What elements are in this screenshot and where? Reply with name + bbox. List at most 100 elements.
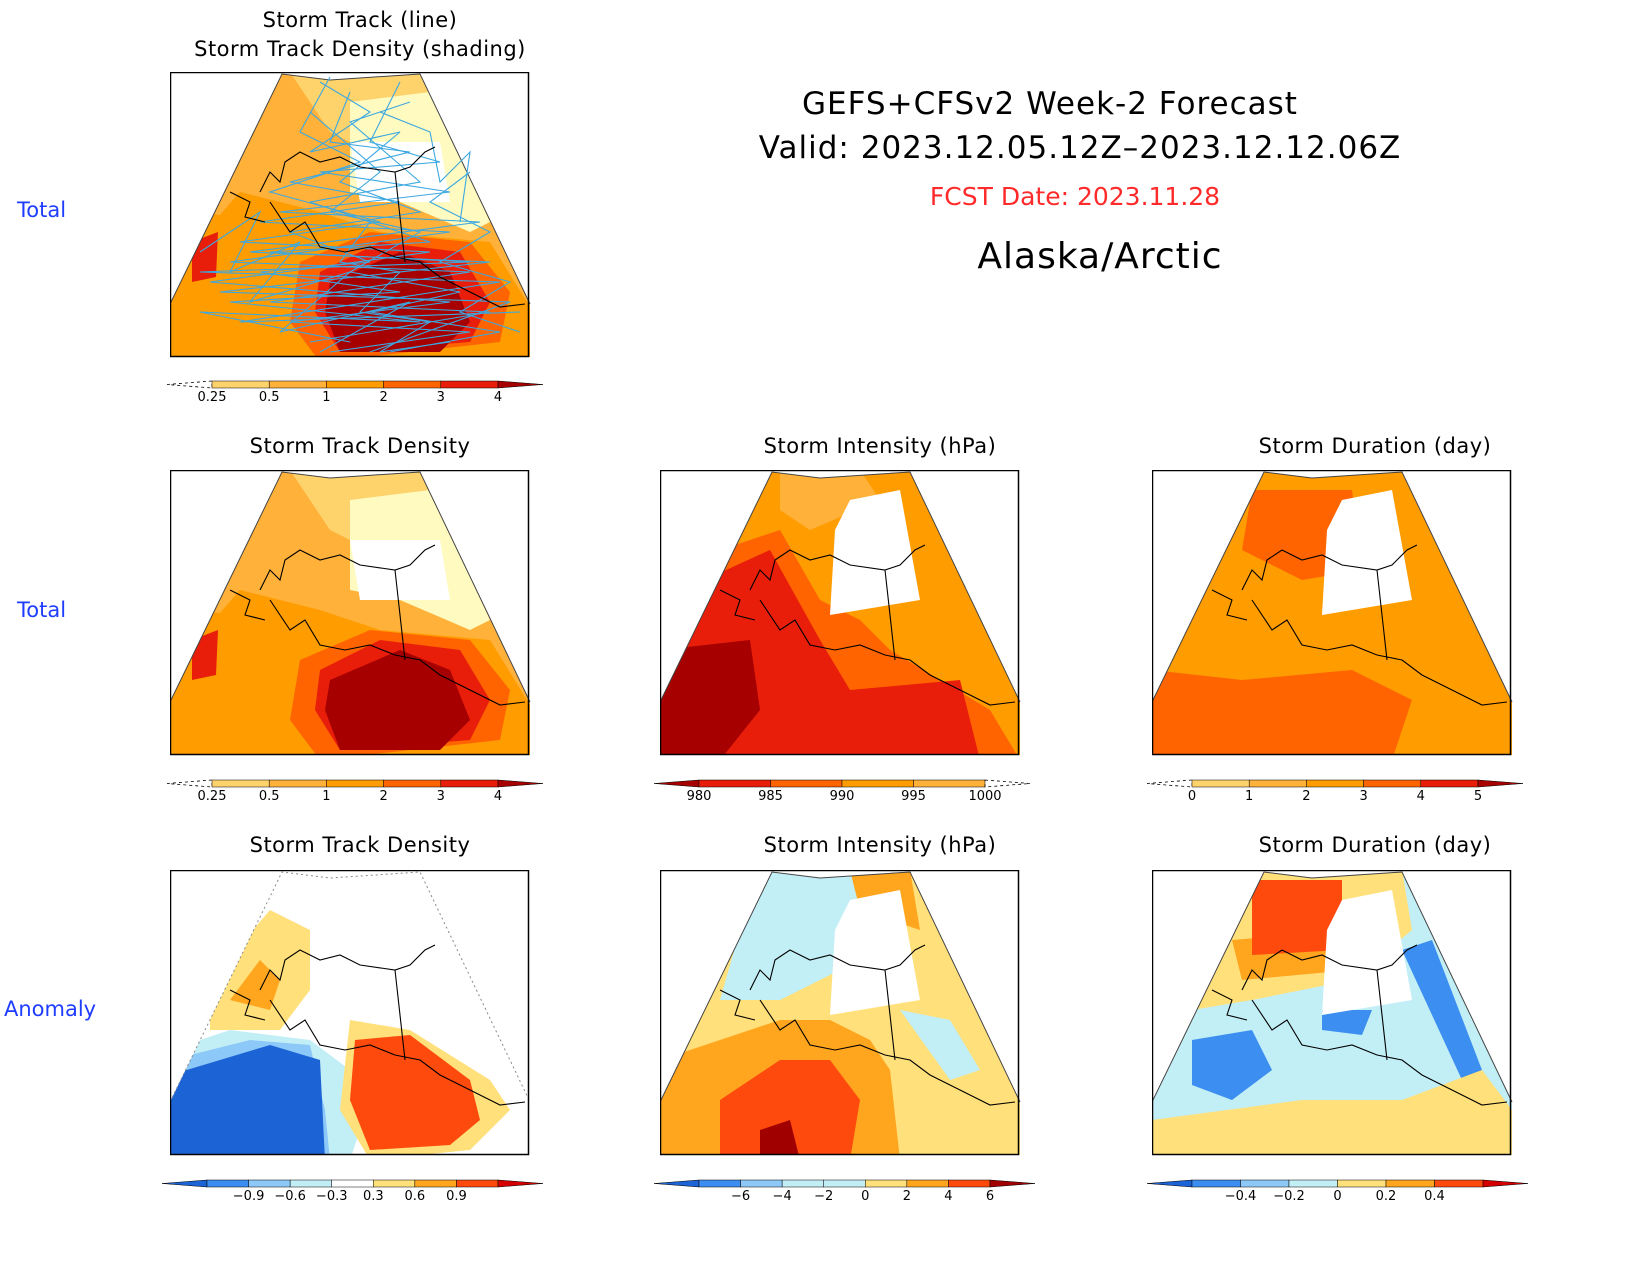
colorbar-tick-label: 2: [379, 789, 387, 804]
colorbar-tick-label: 0.25: [198, 390, 227, 405]
panel-1-map: [170, 72, 531, 358]
colorbar-segment: [456, 1179, 499, 1188]
colorbar-high-end: [497, 779, 544, 788]
colorbar-tick-label: 0.4: [1424, 1189, 1445, 1204]
colorbar-segment: [211, 380, 270, 389]
colorbar-segment: [211, 779, 270, 788]
colorbar-segment: [1191, 1179, 1241, 1188]
colorbar-low-end: [166, 380, 213, 389]
colorbar-segment: [326, 380, 384, 389]
colorbar-high-end: [1482, 1179, 1529, 1188]
colorbar-segment: [698, 1179, 741, 1188]
panel-3-colorbar: 980 985 990 995 1000: [653, 779, 1031, 804]
colorbar-segment: [1288, 1179, 1338, 1188]
colorbar-segment: [823, 1179, 866, 1188]
colorbar-tick-label: −0.9: [233, 1189, 265, 1204]
colorbar-tick-label: 0: [1188, 789, 1196, 804]
panel-5-title: Storm Track Density: [249, 833, 471, 857]
colorbar-segment: [1363, 779, 1422, 788]
colorbar-low-end: [1146, 779, 1193, 788]
panel-7-map: [1152, 870, 1513, 1156]
colorbar-tick-label: 3: [437, 390, 445, 405]
colorbar-segment: [906, 1179, 949, 1188]
panel-2-coastline: [229, 544, 526, 706]
colorbar-tick-label: 0.9: [446, 1189, 467, 1204]
colorbar-segment: [383, 380, 442, 389]
row-label-total-top: Total: [17, 198, 67, 222]
panel-2-shading: [170, 472, 530, 755]
row-label-anomaly: Anomaly: [4, 997, 97, 1021]
colorbar-low-end: [161, 1179, 208, 1188]
colorbar-tick-label: 0.2: [1376, 1189, 1397, 1204]
colorbar-tick-label: 2: [903, 1189, 911, 1204]
colorbar-segment: [289, 1179, 332, 1188]
colorbar-tick-label: 3: [437, 789, 445, 804]
colorbar-segment: [841, 779, 914, 788]
colorbar-high-end: [989, 1179, 1036, 1188]
colorbar-tick-label: −0.2: [1273, 1189, 1305, 1204]
row-label-total-middle: Total: [17, 598, 67, 622]
colorbar-tick-label: 2: [1302, 789, 1310, 804]
region-label: Alaska/Arctic: [977, 236, 1223, 277]
panel-6-colorbar: −6 −4 −2 0 2 4 6: [653, 1179, 1036, 1204]
colorbar-tick-label: −6: [731, 1189, 750, 1204]
colorbar-tick-label: 0.6: [405, 1189, 426, 1204]
colorbar-tick-label: 1: [1245, 789, 1253, 804]
colorbar-segment: [383, 779, 442, 788]
colorbar-tick-label: 0.5: [259, 390, 280, 405]
colorbar-tick-label: 1: [322, 390, 330, 405]
colorbar-tick-label: −0.6: [274, 1189, 306, 1204]
colorbar-segment: [1306, 779, 1364, 788]
panel-5-shading: [170, 872, 530, 1155]
panel-1-storm-tracks: [199, 76, 521, 353]
colorbar-segment: [206, 1179, 249, 1188]
panel-1-coastline: [229, 146, 526, 308]
panel-5-colorbar: −0.9 −0.6 −0.3 0.3 0.6 0.9: [161, 1179, 544, 1204]
panel-5-map: [170, 870, 531, 1156]
colorbar-tick-label: −2: [814, 1189, 833, 1204]
colorbar-tick-label: 4: [944, 1189, 952, 1204]
colorbar-tick-label: −0.4: [1225, 1189, 1257, 1204]
colorbar-segment: [268, 779, 327, 788]
panel-4-map: [1152, 470, 1513, 756]
panel-6-coastline: [719, 944, 1016, 1106]
colorbar-segment: [326, 779, 384, 788]
panel-6-shading: [660, 872, 1020, 1155]
colorbar-segment: [698, 779, 771, 788]
panel-3-shading: [660, 472, 1020, 755]
colorbar-tick-label: −4: [773, 1189, 792, 1204]
colorbar-high-end: [984, 779, 1031, 788]
colorbar-segment: [770, 779, 843, 788]
colorbar-segment: [1240, 1179, 1290, 1188]
colorbar-tick-label: −0.3: [316, 1189, 348, 1204]
colorbar-segment: [1191, 779, 1250, 788]
colorbar-tick-label: 4: [494, 390, 502, 405]
colorbar-tick-label: 2: [379, 390, 387, 405]
colorbar-segment: [913, 779, 986, 788]
colorbar-segment: [781, 1179, 824, 1188]
colorbar-tick-label: 3: [1359, 789, 1367, 804]
panel-2-map: [170, 470, 531, 756]
forecast-date: FCST Date: 2023.11.28: [929, 182, 1221, 211]
colorbar-tick-label: 0: [1333, 1189, 1341, 1204]
colorbar-tick-label: 6: [986, 1189, 994, 1204]
panel-1-colorbar: 0.25 0.5 1 2 3 4: [166, 380, 544, 405]
colorbar-low-end: [1146, 1179, 1193, 1188]
colorbar-tick-label: 0.5: [259, 789, 280, 804]
colorbar-low-end: [653, 779, 700, 788]
colorbar-segment: [948, 1179, 991, 1188]
panel-4-shading: [1152, 472, 1512, 755]
colorbar-high-end: [497, 1179, 544, 1188]
panel-6-title: Storm Intensity (hPa): [763, 833, 997, 857]
panel-4-coastline: [1211, 544, 1508, 706]
colorbar-tick-label: 985: [758, 789, 783, 804]
colorbar-segment: [440, 779, 499, 788]
panel-4-colorbar: 0 1 2 3 4 5: [1146, 779, 1524, 804]
panel-6-map: [660, 870, 1021, 1156]
panel-2-colorbar: 0.25 0.5 1 2 3 4: [166, 779, 544, 804]
colorbar-segment: [248, 1179, 291, 1188]
colorbar-segment: [1420, 779, 1479, 788]
colorbar-tick-label: 0: [861, 1189, 869, 1204]
colorbar-segment: [1337, 1179, 1387, 1188]
colorbar-low-end: [653, 1179, 700, 1188]
